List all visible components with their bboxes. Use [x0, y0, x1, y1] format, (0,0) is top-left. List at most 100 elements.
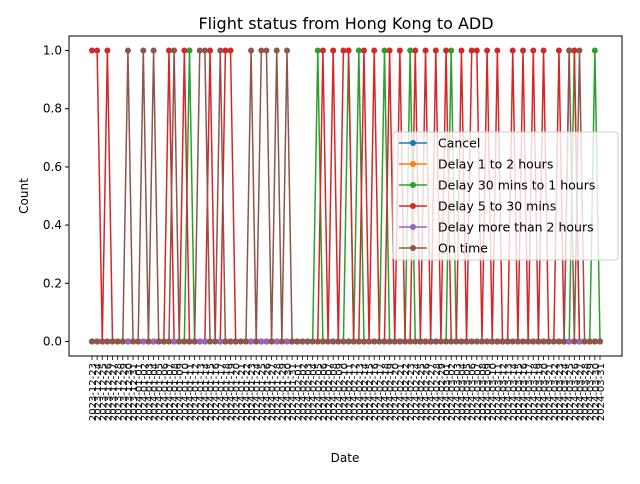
data-point	[412, 338, 419, 345]
data-point	[555, 47, 562, 54]
data-point	[540, 338, 547, 345]
x-tick-label: 2024-01-22	[242, 363, 253, 421]
data-point	[186, 338, 193, 345]
data-point	[196, 338, 203, 345]
data-point	[268, 338, 275, 345]
x-tick-label: 2024-01-11	[185, 363, 196, 421]
x-tick-label: 2024-03-30	[591, 363, 602, 421]
x-tick-label: 2024-01-14	[201, 363, 212, 421]
x-tick-label: 2024-03-25	[565, 363, 576, 421]
x-tick-label: 2023-12-27	[109, 363, 120, 421]
x-tick-label: 2024-03-11	[493, 363, 504, 421]
x-tick-label: 2024-02-05	[314, 363, 325, 421]
data-point	[473, 47, 480, 54]
x-tick-label: 2024-01-24	[252, 363, 263, 421]
x-tick-label: 2024-01-20	[232, 363, 243, 421]
data-point	[330, 47, 337, 54]
data-point	[227, 338, 234, 345]
data-point	[253, 338, 260, 345]
data-point	[453, 338, 460, 345]
x-tick-label: 2024-03-05	[463, 363, 474, 421]
x-tick-label: 2024-02-03	[304, 363, 315, 421]
legend-marker	[410, 203, 416, 209]
data-point	[130, 338, 137, 345]
data-point	[407, 47, 414, 54]
data-point	[422, 338, 429, 345]
x-tick-label: 2024-02-17	[375, 363, 386, 421]
data-point	[191, 338, 198, 345]
data-point	[432, 338, 439, 345]
data-point	[345, 338, 352, 345]
data-point	[514, 338, 521, 345]
x-tick-label: 2024-02-02	[298, 363, 309, 421]
data-point	[371, 47, 378, 54]
x-tick-label: 2024-01-30	[283, 363, 294, 421]
data-point	[196, 47, 203, 54]
x-tick-label: 2024-01-05	[155, 363, 166, 421]
data-point	[525, 338, 532, 345]
x-tick-label: 2024-03-16	[519, 363, 530, 421]
data-point	[181, 47, 188, 54]
data-point	[463, 338, 470, 345]
data-point	[360, 47, 367, 54]
data-point	[232, 338, 239, 345]
data-point	[355, 338, 362, 345]
data-point	[427, 338, 434, 345]
data-point	[89, 338, 95, 345]
x-tick-label: 2024-02-19	[386, 363, 397, 421]
data-point	[248, 338, 255, 345]
x-tick-label: 2024-01-06	[160, 363, 171, 421]
data-point	[391, 338, 398, 345]
x-tick-label: 2024-02-08	[329, 363, 340, 421]
data-point	[217, 338, 224, 345]
data-point	[340, 338, 347, 345]
x-tick-label: 2024-02-11	[345, 363, 356, 421]
x-tick-label: 2024-03-10	[488, 363, 499, 421]
x-tick-label: 2024-02-26	[422, 363, 433, 421]
legend-marker	[410, 224, 416, 230]
data-point	[494, 338, 501, 345]
x-tick-label: 2024-01-07	[165, 363, 176, 421]
data-point	[376, 338, 383, 345]
data-point	[258, 47, 265, 54]
data-point	[520, 338, 527, 345]
x-tick-label: 2024-02-15	[365, 363, 376, 421]
x-tick-label: 2024-01-10	[180, 363, 191, 421]
data-point	[443, 338, 450, 345]
x-tick-label: 2024-03-13	[504, 363, 515, 421]
x-tick-label: 2024-03-09	[483, 363, 494, 421]
x-tick-label: 2024-01-16	[211, 363, 222, 421]
data-point	[571, 338, 578, 345]
x-axis-label: Date	[331, 451, 360, 465]
data-point	[402, 338, 409, 345]
data-point	[555, 338, 562, 345]
x-tick-label: 2024-03-22	[550, 363, 561, 421]
data-point	[396, 338, 403, 345]
y-tick-label: 0.6	[43, 160, 62, 174]
legend-entry: Delay 5 to 30 mins	[438, 199, 556, 214]
legend-entry: Delay 1 to 2 hours	[438, 157, 553, 172]
data-point	[299, 338, 306, 345]
x-tick-label: 2024-02-27	[427, 363, 438, 421]
legend-entry: Cancel	[438, 136, 480, 151]
x-tick-label: 2024-03-08	[478, 363, 489, 421]
data-point	[325, 338, 332, 345]
x-tick-label: 2024-03-07	[473, 363, 484, 421]
x-tick-label: 2024-03-27	[575, 363, 586, 421]
data-point	[89, 47, 95, 54]
data-point	[283, 338, 290, 345]
x-tick-label: 2024-03-29	[586, 363, 597, 421]
data-point	[119, 338, 126, 345]
x-tick-label: 2024-02-16	[370, 363, 381, 421]
y-axis: 0.0 0.2 0.4 0.6 0.8 1.0	[43, 44, 69, 348]
x-tick-label: 2024-02-06	[319, 363, 330, 421]
x-tick-label: 2024-03-28	[581, 363, 592, 421]
x-tick-label: 2024-02-24	[411, 363, 422, 421]
data-point	[396, 47, 403, 54]
data-point	[566, 47, 573, 54]
data-point	[443, 47, 450, 54]
x-tick-label: 2024-03-20	[540, 363, 551, 421]
y-tick-label: 1.0	[43, 44, 62, 58]
data-point	[432, 47, 439, 54]
data-point	[171, 338, 178, 345]
